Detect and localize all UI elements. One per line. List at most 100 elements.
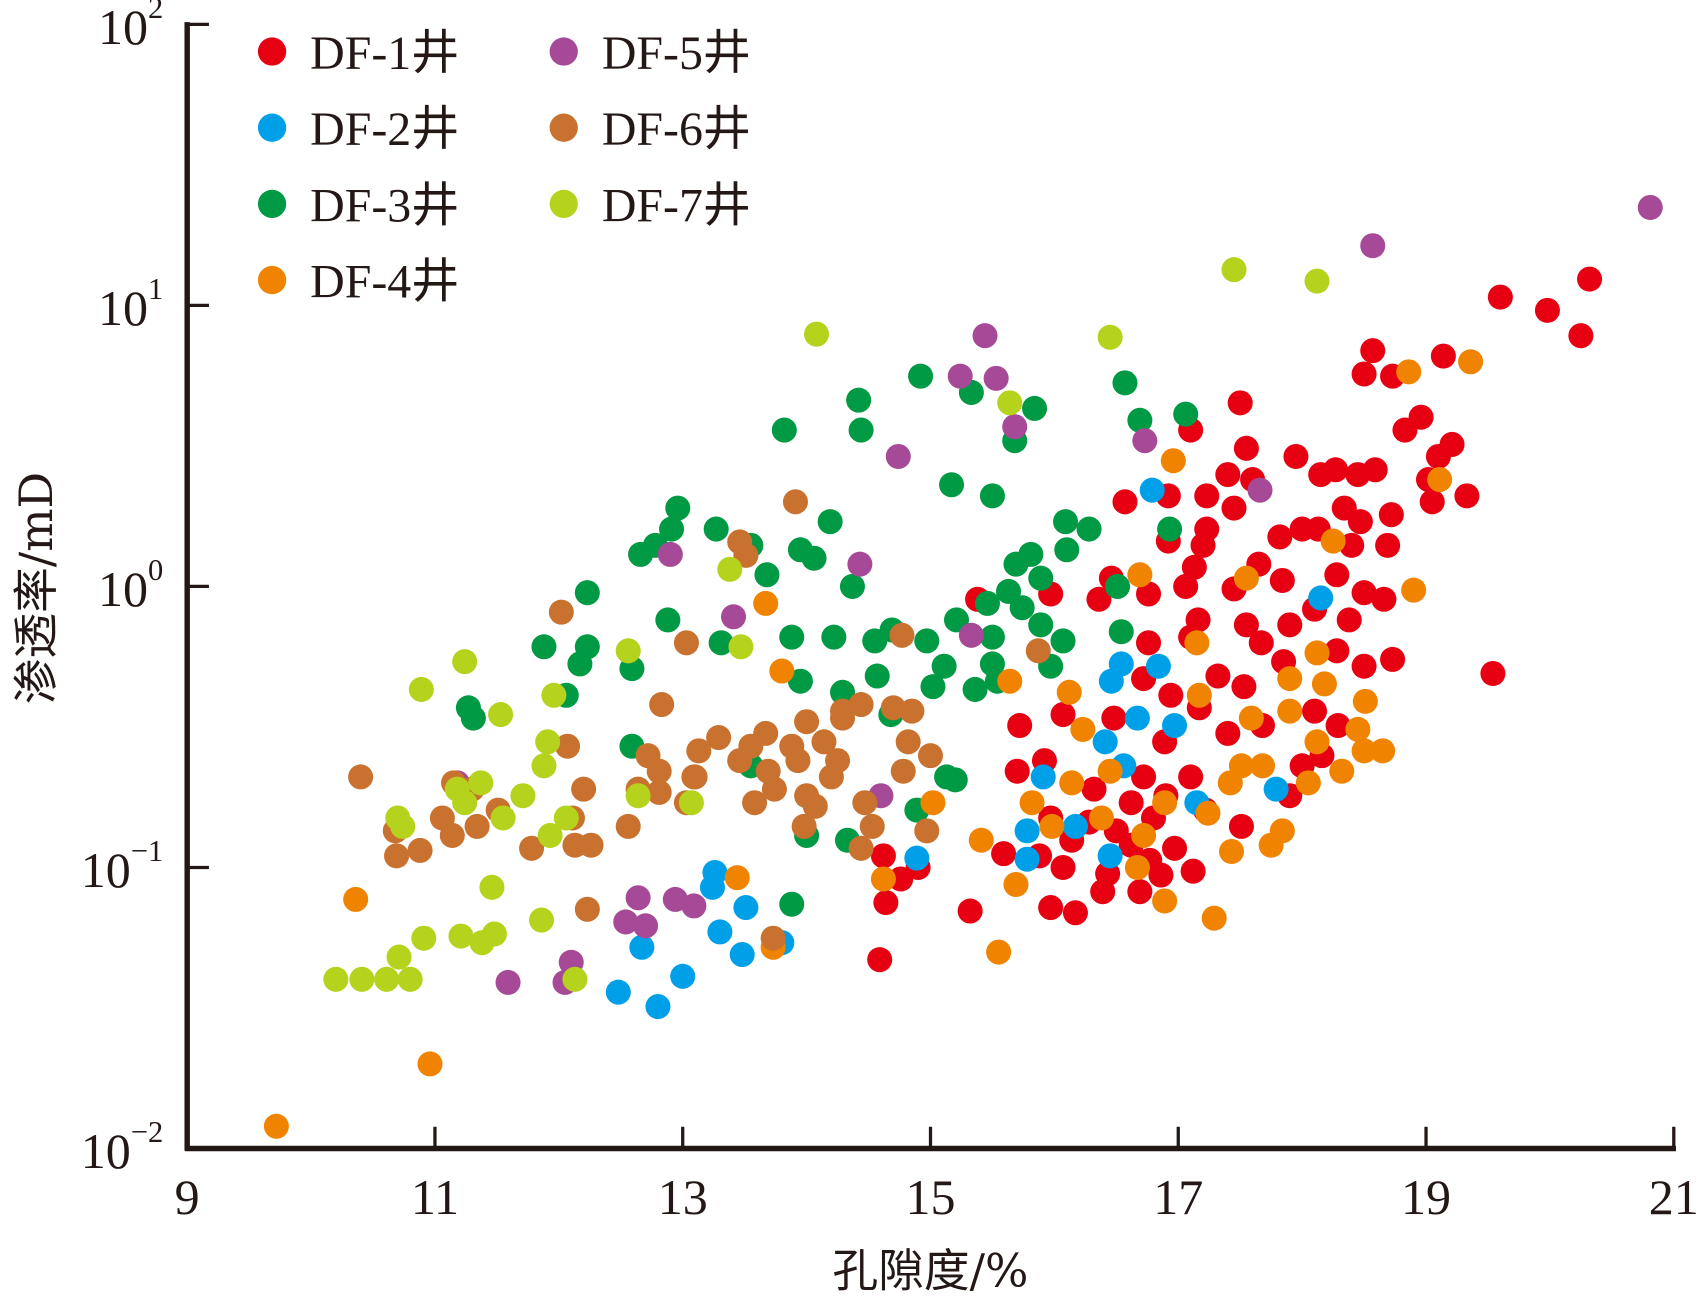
x-tick-label: 17: [1153, 1169, 1203, 1225]
point-df7-21: [390, 813, 416, 839]
point-df7-15: [468, 770, 494, 796]
point-df3-2: [1112, 370, 1138, 396]
point-df6-26: [917, 743, 944, 769]
point-df6-35: [571, 776, 597, 802]
point-df7-11: [488, 702, 514, 728]
point-df5-2: [972, 323, 998, 349]
point-df3-26: [754, 562, 780, 588]
point-df1-28: [1221, 495, 1247, 521]
point-df4-23: [1351, 738, 1377, 764]
point-df3-39: [1108, 619, 1134, 645]
point-df3-12: [665, 495, 691, 521]
point-df1-83: [1131, 764, 1157, 790]
point-df4-42: [724, 865, 750, 891]
point-df4-30: [1295, 770, 1321, 796]
point-df7-6: [615, 638, 641, 664]
point-df1-0: [1577, 266, 1603, 292]
point-df2-19: [733, 895, 759, 921]
point-df1-32: [1267, 524, 1293, 550]
point-df1-77: [1101, 705, 1127, 731]
point-df1-3: [1568, 323, 1594, 349]
point-df1-57: [1336, 607, 1362, 633]
point-df7-30: [469, 930, 495, 956]
point-df1-62: [1248, 630, 1274, 656]
point-df2-7: [1030, 764, 1056, 790]
y-tick-label: 101: [98, 272, 163, 336]
point-df3-45: [1050, 628, 1076, 654]
point-df7-0: [1221, 257, 1247, 283]
point-df1-35: [1347, 509, 1373, 535]
point-df1-61: [1480, 660, 1506, 687]
point-df1-6: [1351, 361, 1377, 387]
point-df2-23: [729, 942, 755, 968]
point-df5-19: [681, 893, 707, 919]
point-df7-31: [386, 944, 412, 970]
point-df4-43: [1003, 871, 1029, 897]
point-df2-6: [1092, 729, 1118, 755]
point-df1-56: [1277, 612, 1303, 638]
point-df7-33: [349, 966, 375, 992]
point-df6-57: [407, 837, 433, 863]
point-df7-22: [490, 805, 516, 831]
point-df1-65: [1205, 663, 1231, 689]
point-df2-4: [1124, 705, 1150, 731]
point-df6-12: [794, 709, 820, 735]
point-df6-48: [439, 822, 465, 848]
point-df5-6: [885, 443, 911, 469]
point-df7-26: [528, 907, 555, 933]
point-df3-43: [862, 628, 888, 654]
point-df1-4: [1430, 343, 1456, 369]
point-df3-31: [574, 580, 600, 606]
point-df6-39: [742, 790, 768, 816]
point-df4-39: [1219, 838, 1245, 864]
point-df2-2: [1108, 651, 1134, 677]
point-df4-49: [417, 1051, 443, 1077]
point-df4-22: [1304, 729, 1330, 755]
point-df4-50: [263, 1113, 289, 1139]
point-df1-94: [1228, 813, 1254, 839]
point-df1-73: [1325, 712, 1351, 739]
point-df2-18: [699, 874, 725, 900]
x-tick-label: 11: [411, 1169, 459, 1225]
point-df2-25: [605, 979, 631, 1005]
point-df1-16: [1215, 462, 1241, 488]
legend-marker-df4: [257, 265, 287, 295]
point-df4-6: [1401, 577, 1427, 603]
point-df4-20: [1345, 716, 1371, 742]
point-df1-98: [991, 841, 1017, 867]
point-df5-3: [947, 363, 973, 389]
point-df4-51: [1039, 813, 1065, 839]
point-df1-60: [1380, 646, 1406, 672]
point-df1-24: [1419, 489, 1445, 515]
point-df3-47: [531, 634, 557, 660]
point-df3-17: [659, 516, 685, 542]
legend-marker-df7: [549, 189, 578, 219]
point-df7-35: [397, 966, 423, 992]
point-df1-49: [1136, 581, 1162, 607]
point-df4-9: [1304, 640, 1330, 666]
point-df1-2: [1534, 297, 1560, 323]
point-df1-102: [1050, 854, 1076, 880]
point-df3-62: [460, 705, 486, 731]
point-df1-75: [1215, 720, 1241, 746]
point-df6-9: [880, 695, 906, 721]
point-df4-47: [986, 939, 1012, 965]
point-df3-22: [1054, 537, 1080, 563]
point-df6-3: [548, 599, 574, 625]
point-df2-16: [1308, 585, 1334, 611]
point-df3-34: [1009, 595, 1035, 621]
y-tick-label: 10−2: [81, 1115, 163, 1179]
legend-label-df7: DF-7井: [602, 179, 751, 232]
point-df7-24: [537, 822, 563, 848]
point-df5-11: [720, 604, 747, 630]
point-df1-39: [1190, 532, 1216, 558]
point-df4-12: [1311, 671, 1337, 697]
point-df6-6: [1025, 638, 1051, 664]
point-df5-15: [625, 885, 651, 911]
x-tick-label: 21: [1649, 1169, 1699, 1225]
point-df1-64: [1136, 630, 1162, 656]
point-df4-3: [1427, 467, 1453, 493]
legend-label-df6: DF-6井: [602, 103, 751, 156]
x-tick-label: 15: [905, 1169, 955, 1225]
point-df4-28: [1059, 770, 1085, 796]
